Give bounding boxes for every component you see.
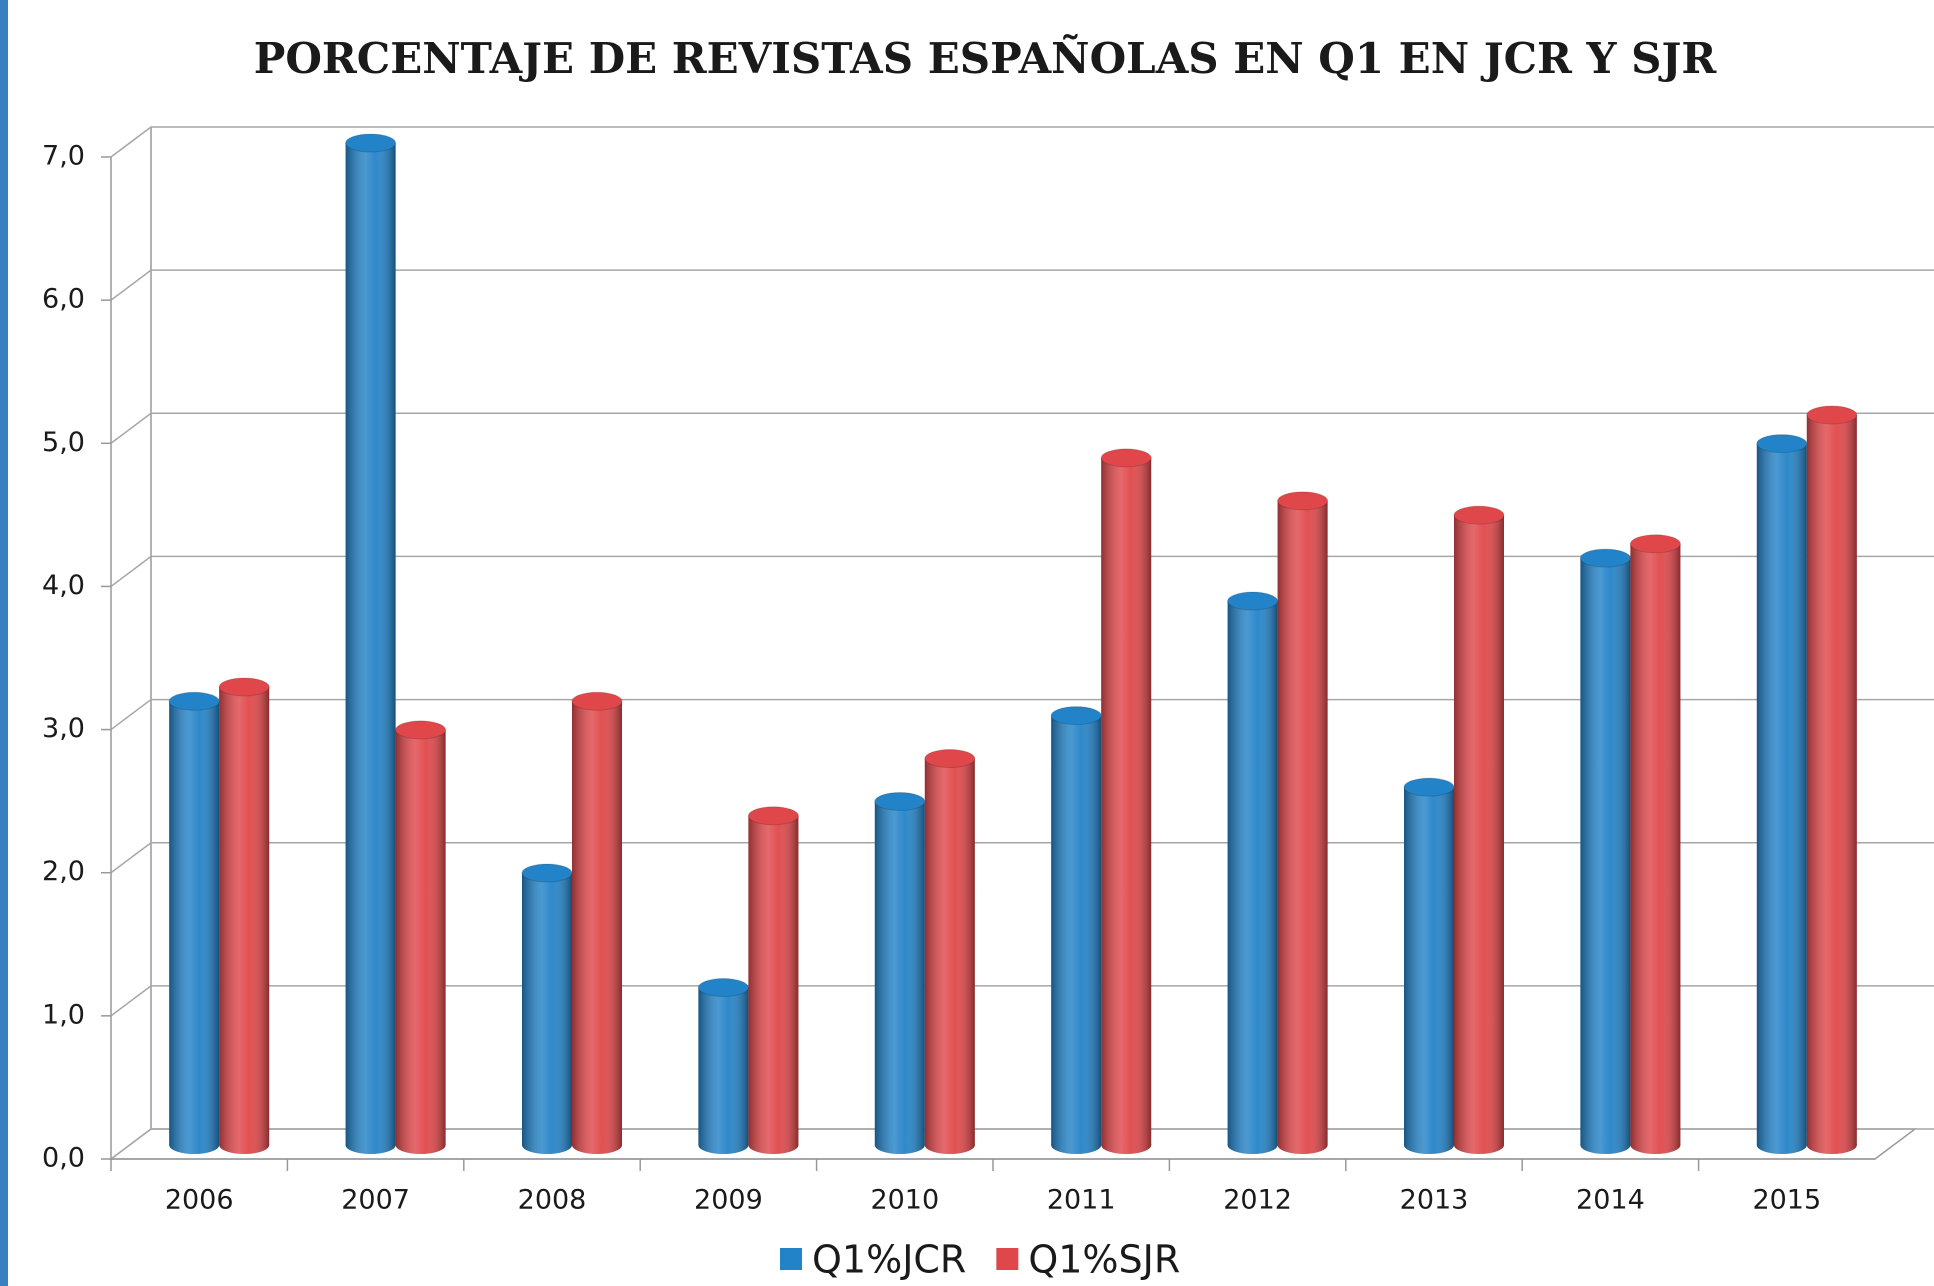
bar-base-shade bbox=[1756, 1136, 1807, 1154]
bar-top bbox=[1100, 448, 1152, 468]
bar-base-shade bbox=[1806, 1136, 1857, 1154]
side-strip bbox=[0, 0, 8, 1286]
bar-top bbox=[874, 791, 926, 811]
y-tick-label: 3,0 bbox=[42, 713, 85, 744]
bar-shade bbox=[169, 701, 220, 1145]
bar-base-shade bbox=[1227, 1136, 1278, 1154]
bar-shade bbox=[1404, 787, 1454, 1145]
bar-shade bbox=[572, 701, 622, 1145]
bar-top bbox=[1756, 434, 1808, 454]
bar-base-shade bbox=[1630, 1136, 1681, 1154]
bar-shade bbox=[345, 143, 396, 1145]
grid-line bbox=[110, 841, 1934, 874]
bar-base-shade bbox=[522, 1136, 572, 1154]
bar-base-shade bbox=[1101, 1136, 1152, 1154]
x-tick-label: 2012 bbox=[1223, 1185, 1292, 1216]
bar-shade bbox=[1101, 457, 1152, 1145]
grid-line bbox=[110, 555, 1934, 588]
bar-base-shade bbox=[748, 1136, 799, 1154]
bar-shade bbox=[1227, 601, 1278, 1145]
bar-shade bbox=[698, 987, 749, 1145]
bar-top bbox=[924, 749, 976, 769]
bar-base-shade bbox=[1277, 1136, 1328, 1154]
bar-base-shade bbox=[1404, 1136, 1454, 1154]
grid-line bbox=[110, 126, 1934, 158]
chart-title: PORCENTAJE DE REVISTAS ESPAÑOLAS EN Q1 E… bbox=[254, 33, 1718, 83]
y-tick-label: 2,0 bbox=[42, 856, 85, 887]
bar-shade bbox=[395, 729, 446, 1145]
x-tick-label: 2015 bbox=[1752, 1185, 1821, 1216]
bar-top bbox=[521, 863, 573, 883]
bar-top bbox=[571, 691, 623, 711]
bar-shade bbox=[1630, 543, 1681, 1145]
bar-top bbox=[345, 133, 397, 153]
x-tick-label: 2010 bbox=[870, 1185, 939, 1216]
y-tick-label: 5,0 bbox=[42, 427, 85, 458]
bar-top bbox=[1227, 591, 1279, 611]
bar-shade bbox=[1756, 443, 1807, 1146]
legend-swatch bbox=[996, 1248, 1019, 1270]
bar-base-shade bbox=[345, 1136, 396, 1154]
x-tick-label: 2014 bbox=[1576, 1185, 1645, 1216]
y-tick-label: 6,0 bbox=[42, 284, 85, 315]
x-tick-label: 2013 bbox=[1400, 1185, 1469, 1216]
x-tick-label: 2006 bbox=[165, 1185, 234, 1216]
x-tick-label: 2011 bbox=[1047, 1185, 1116, 1216]
bar-top bbox=[697, 978, 749, 998]
bar-top bbox=[1806, 405, 1858, 425]
x-tick-label: 2009 bbox=[694, 1185, 763, 1216]
legend-label: Q1%SJR bbox=[1028, 1238, 1180, 1282]
y-tick-label: 1,0 bbox=[42, 999, 85, 1030]
grid-line bbox=[110, 985, 1934, 1017]
bar-top bbox=[747, 806, 799, 826]
bar-base-shade bbox=[698, 1136, 749, 1154]
bar-top bbox=[1050, 706, 1102, 726]
y-tick-label: 0,0 bbox=[42, 1143, 85, 1174]
bar-top bbox=[168, 691, 220, 711]
x-tick-label: 2007 bbox=[341, 1185, 410, 1216]
legend-swatch bbox=[780, 1248, 802, 1270]
bar-base-shade bbox=[1051, 1136, 1102, 1154]
grid-line bbox=[110, 269, 1934, 301]
y-tick-label: 7,0 bbox=[42, 141, 85, 172]
x-tick-label: 2008 bbox=[518, 1185, 587, 1216]
bar-shade bbox=[1454, 515, 1504, 1145]
bar-top bbox=[1629, 534, 1681, 554]
legend-label: Q1%JCR bbox=[812, 1238, 966, 1282]
bar-top bbox=[1579, 548, 1631, 568]
bar-base-shade bbox=[1580, 1136, 1631, 1154]
bar-base-shade bbox=[572, 1136, 622, 1154]
bar-shade bbox=[924, 758, 975, 1145]
bar-top bbox=[1453, 505, 1505, 525]
bar-base-shade bbox=[924, 1136, 975, 1154]
bar-shade bbox=[219, 686, 270, 1145]
bar-shade bbox=[522, 873, 572, 1145]
bar-base-shade bbox=[1454, 1136, 1504, 1154]
bar-base-shade bbox=[219, 1136, 270, 1154]
bar-base-shade bbox=[874, 1136, 925, 1154]
grid-line bbox=[110, 412, 1934, 444]
grid-line bbox=[110, 698, 1934, 731]
bar-base-shade bbox=[169, 1136, 220, 1154]
grid-line bbox=[110, 1128, 1934, 1160]
bar-shade bbox=[874, 801, 925, 1145]
bar-shade bbox=[1051, 715, 1102, 1145]
bar-shade bbox=[748, 815, 799, 1145]
y-tick-label: 4,0 bbox=[42, 570, 85, 601]
bar-top bbox=[395, 720, 447, 740]
bar-top bbox=[1403, 777, 1455, 797]
bar-shade bbox=[1806, 414, 1857, 1145]
bar-base-shade bbox=[395, 1136, 446, 1154]
bar-shade bbox=[1277, 500, 1328, 1145]
bar-top bbox=[1277, 491, 1329, 511]
bar-top bbox=[218, 677, 270, 697]
bar-shade bbox=[1580, 558, 1631, 1145]
